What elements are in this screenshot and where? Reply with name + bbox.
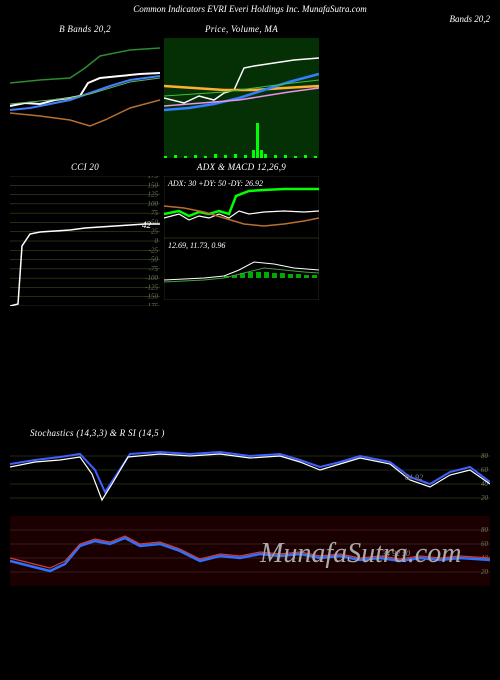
stochastics-title: Stochastics (14,3,3) & R SI (14,5 ) <box>10 428 490 442</box>
adx-macd-chart: ADX & MACD 12,26,9 ADX: 30 +DY: 50 -DY: … <box>164 162 319 306</box>
row-2: CCI 20 1751501251007550250-25-50-75-100-… <box>0 160 500 308</box>
svg-text:75: 75 <box>151 209 159 217</box>
svg-text:20: 20 <box>481 568 489 576</box>
row-3: Stochastics (14,3,3) & R SI (14,5 ) 80 60… <box>0 428 500 586</box>
bollinger-title: B Bands 20,2 <box>10 24 160 38</box>
svg-text:12.69, 11.73, 0.96: 12.69, 11.73, 0.96 <box>168 241 225 250</box>
svg-text:25: 25 <box>151 228 159 236</box>
svg-text:100: 100 <box>148 200 159 208</box>
bollinger-svg <box>10 38 160 158</box>
macd-svg: 12.69, 11.73, 0.96 <box>164 238 319 300</box>
svg-text:-75: -75 <box>149 265 159 273</box>
svg-text:0: 0 <box>155 237 159 245</box>
cci-title: CCI 20 <box>10 162 160 176</box>
bands-label: Bands 20,2 <box>450 14 491 24</box>
adx-macd-title: ADX & MACD 12,26,9 <box>164 162 319 176</box>
svg-text:-25: -25 <box>149 246 159 254</box>
svg-text:-125: -125 <box>145 283 158 291</box>
bollinger-chart: B Bands 20,2 <box>10 24 160 158</box>
row-1: B Bands 20,2 Price, Volume, MA Bands 20,… <box>0 22 500 160</box>
price-ma-svg <box>164 38 319 158</box>
cci-chart: CCI 20 1751501251007550250-25-50-75-100-… <box>10 162 160 306</box>
svg-text:60: 60 <box>481 466 489 474</box>
svg-text:60: 60 <box>481 540 489 548</box>
svg-text:50: 50 <box>151 218 159 226</box>
svg-text:42: 42 <box>142 220 152 230</box>
cci-svg: 175150 1251007550 250-25 -50-75-100-125 -150… <box>10 176 160 306</box>
svg-text:-150: -150 <box>145 293 158 301</box>
stochastics-svg: 8060402061 92 <box>10 442 490 512</box>
svg-text:-50: -50 <box>149 256 159 264</box>
page-title: Common Indicators EVRI Everi Holdings In… <box>0 0 500 22</box>
spacer <box>0 308 500 428</box>
svg-text:-100: -100 <box>145 274 158 282</box>
adx-svg: ADX: 30 +DY: 50 -DY: 26.92 <box>164 176 319 238</box>
svg-text:-175: -175 <box>145 302 158 306</box>
svg-text:80: 80 <box>481 452 489 460</box>
svg-text:20: 20 <box>481 494 489 502</box>
svg-text:80: 80 <box>481 526 489 534</box>
rsi-svg: 8060402034 92 50 <box>10 516 490 586</box>
svg-text:150: 150 <box>148 181 159 189</box>
svg-text:125: 125 <box>148 191 159 199</box>
svg-text:ADX: 30 +DY: 50 -DY: 26.92: ADX: 30 +DY: 50 -DY: 26.92 <box>167 179 263 188</box>
svg-text:175: 175 <box>148 176 159 180</box>
price-ma-chart: Price, Volume, MA <box>164 24 319 158</box>
svg-text:34 92 50: 34 92 50 <box>381 549 410 558</box>
svg-text:61 92: 61 92 <box>405 473 423 482</box>
price-ma-title: Price, Volume, MA <box>164 24 319 38</box>
